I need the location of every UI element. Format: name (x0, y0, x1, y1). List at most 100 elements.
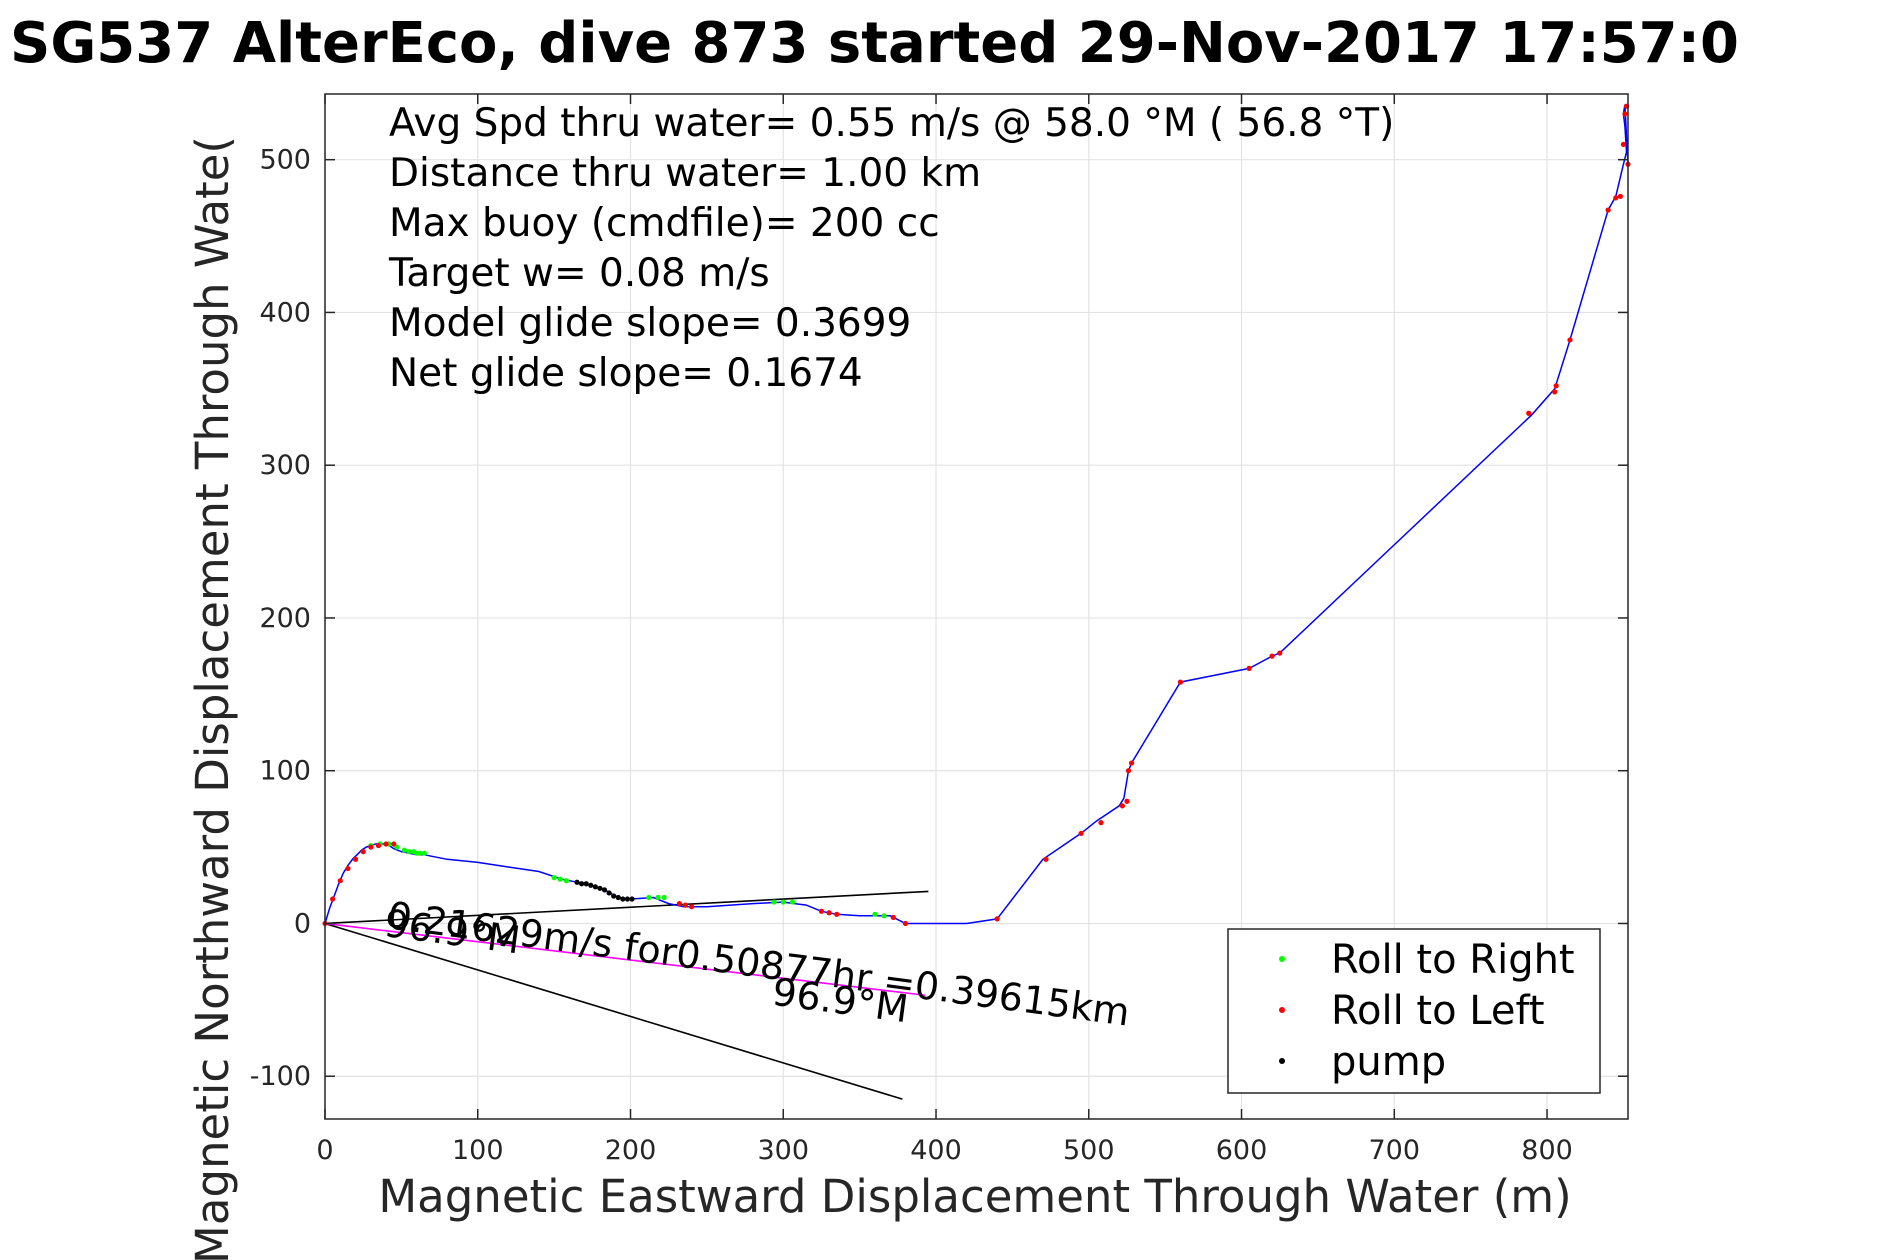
x-tick-label: 300 (757, 1135, 809, 1166)
point-pump (579, 881, 585, 887)
point-roll-to-left (383, 841, 389, 847)
point-pump (620, 896, 626, 902)
point-roll-to-right (646, 894, 652, 901)
point-roll-to-right (406, 849, 412, 855)
point-roll-to-left (902, 920, 909, 927)
point-roll-to-right (401, 847, 408, 853)
point-roll-to-left (834, 911, 840, 917)
point-roll-to-left (352, 856, 359, 862)
point-roll-to-right (421, 850, 427, 856)
point-pump (615, 894, 621, 901)
point-roll-to-left (330, 896, 336, 902)
point-pump (588, 882, 594, 888)
point-roll-to-left (676, 901, 682, 907)
point-roll-to-left (1526, 410, 1532, 416)
point-roll-to-left (368, 844, 374, 850)
x-tick-label: 200 (605, 1135, 657, 1166)
point-roll-to-right (771, 899, 777, 905)
x-tick-label: 600 (1216, 1135, 1268, 1166)
legend-marker (1279, 1058, 1285, 1064)
legend-label: Roll to Left (1331, 988, 1545, 1034)
legend-box (1227, 928, 1601, 1094)
point-roll-to-left (1277, 650, 1283, 656)
legend-marker (1279, 1007, 1285, 1013)
point-roll-to-right (661, 894, 667, 901)
point-roll-to-left (1098, 820, 1104, 826)
point-pump (611, 893, 617, 899)
point-pump (574, 879, 580, 885)
reference-line (324, 890, 929, 925)
point-roll-to-left (1613, 195, 1619, 201)
point-roll-to-left (826, 910, 832, 916)
point-roll-to-left (1119, 803, 1125, 809)
axis-ticks: 0 100 200 300 400 500 600 700 800 -100 0 100 200 300 4… (250, 94, 1628, 1166)
x-tick-label: 800 (1521, 1135, 1573, 1166)
reference-line (324, 922, 903, 1100)
point-roll-to-left (337, 878, 343, 884)
y-axis-label: Magnetic Northward Displacement Through … (186, 136, 239, 1260)
legend-label: pump (1331, 1039, 1446, 1085)
point-roll-to-left (1128, 760, 1135, 766)
legend-marker (1279, 956, 1285, 962)
point-roll-to-left (1125, 768, 1132, 774)
x-tick-label: 0 (316, 1135, 333, 1166)
annotation-line: Model glide slope= 0.3699 (389, 301, 911, 346)
point-roll-to-left (345, 865, 351, 872)
stats-annotations: Avg Spd thru water= 0.55 m/s @ 58.0 °M (… (388, 101, 1394, 396)
point-roll-to-left (1620, 141, 1627, 148)
point-roll-to-right (551, 875, 557, 881)
point-pump (601, 887, 608, 893)
point-roll-to-right (881, 913, 887, 919)
point-roll-to-left (1617, 193, 1623, 199)
legend: Roll to Right Roll to Left pump (1227, 928, 1601, 1094)
point-roll-to-left (360, 849, 366, 855)
point-roll-to-left (1552, 389, 1558, 395)
y-tick-label: 100 (259, 756, 311, 787)
point-roll-to-left (1269, 653, 1275, 659)
point-roll-to-left (994, 916, 1000, 922)
point-roll-to-right (557, 876, 563, 882)
x-tick-label: 500 (1063, 1135, 1115, 1166)
point-roll-to-left (1553, 383, 1559, 389)
point-roll-to-left (1622, 111, 1628, 117)
point-pump (629, 896, 635, 902)
reference-lines (324, 890, 929, 1100)
point-roll-to-left (689, 904, 695, 910)
annotation-line: Avg Spd thru water= 0.55 m/s @ 58.0 °M (… (389, 101, 1394, 146)
point-roll-to-left (1078, 830, 1084, 836)
y-tick-label: 400 (259, 297, 311, 328)
point-roll-to-left (1605, 207, 1611, 213)
point-roll-to-left (391, 841, 397, 847)
annotation-line: Target w= 0.08 m/s (388, 251, 770, 296)
x-tick-label: 700 (1369, 1135, 1421, 1166)
point-roll-to-left (818, 908, 825, 914)
point-pump (592, 884, 598, 890)
point-roll-to-left (1043, 856, 1049, 862)
y-tick-label: -100 (250, 1061, 311, 1092)
point-roll-to-left (375, 842, 382, 849)
annotation-line: Distance thru water= 1.00 km (389, 151, 981, 196)
point-roll-to-right (655, 894, 661, 901)
legend-label: Roll to Right (1331, 937, 1575, 983)
point-pump (624, 896, 631, 902)
chart-title: SG537 AlterEco, dive 873 started 29-Nov-… (10, 11, 1739, 76)
x-axis-label: Magnetic Eastward Displacement Through W… (378, 1170, 1571, 1223)
annotation-line: Net glide slope= 0.1674 (389, 351, 863, 396)
reference-line (324, 922, 926, 997)
x-tick-label: 400 (910, 1135, 962, 1166)
point-roll-to-left (1124, 798, 1130, 804)
axes-box (324, 93, 1629, 1120)
point-roll-to-left (1567, 337, 1573, 343)
y-tick-label: 200 (259, 603, 311, 634)
point-roll-to-right (789, 899, 796, 905)
point-roll-to-left (682, 902, 689, 908)
data-points (322, 103, 1631, 927)
point-roll-to-right (417, 850, 423, 856)
point-roll-to-left (1177, 679, 1184, 685)
point-pump (597, 885, 603, 891)
point-pump (583, 881, 589, 887)
point-pump (606, 890, 612, 896)
point-roll-to-left (890, 914, 896, 920)
point-roll-to-right (780, 899, 786, 905)
